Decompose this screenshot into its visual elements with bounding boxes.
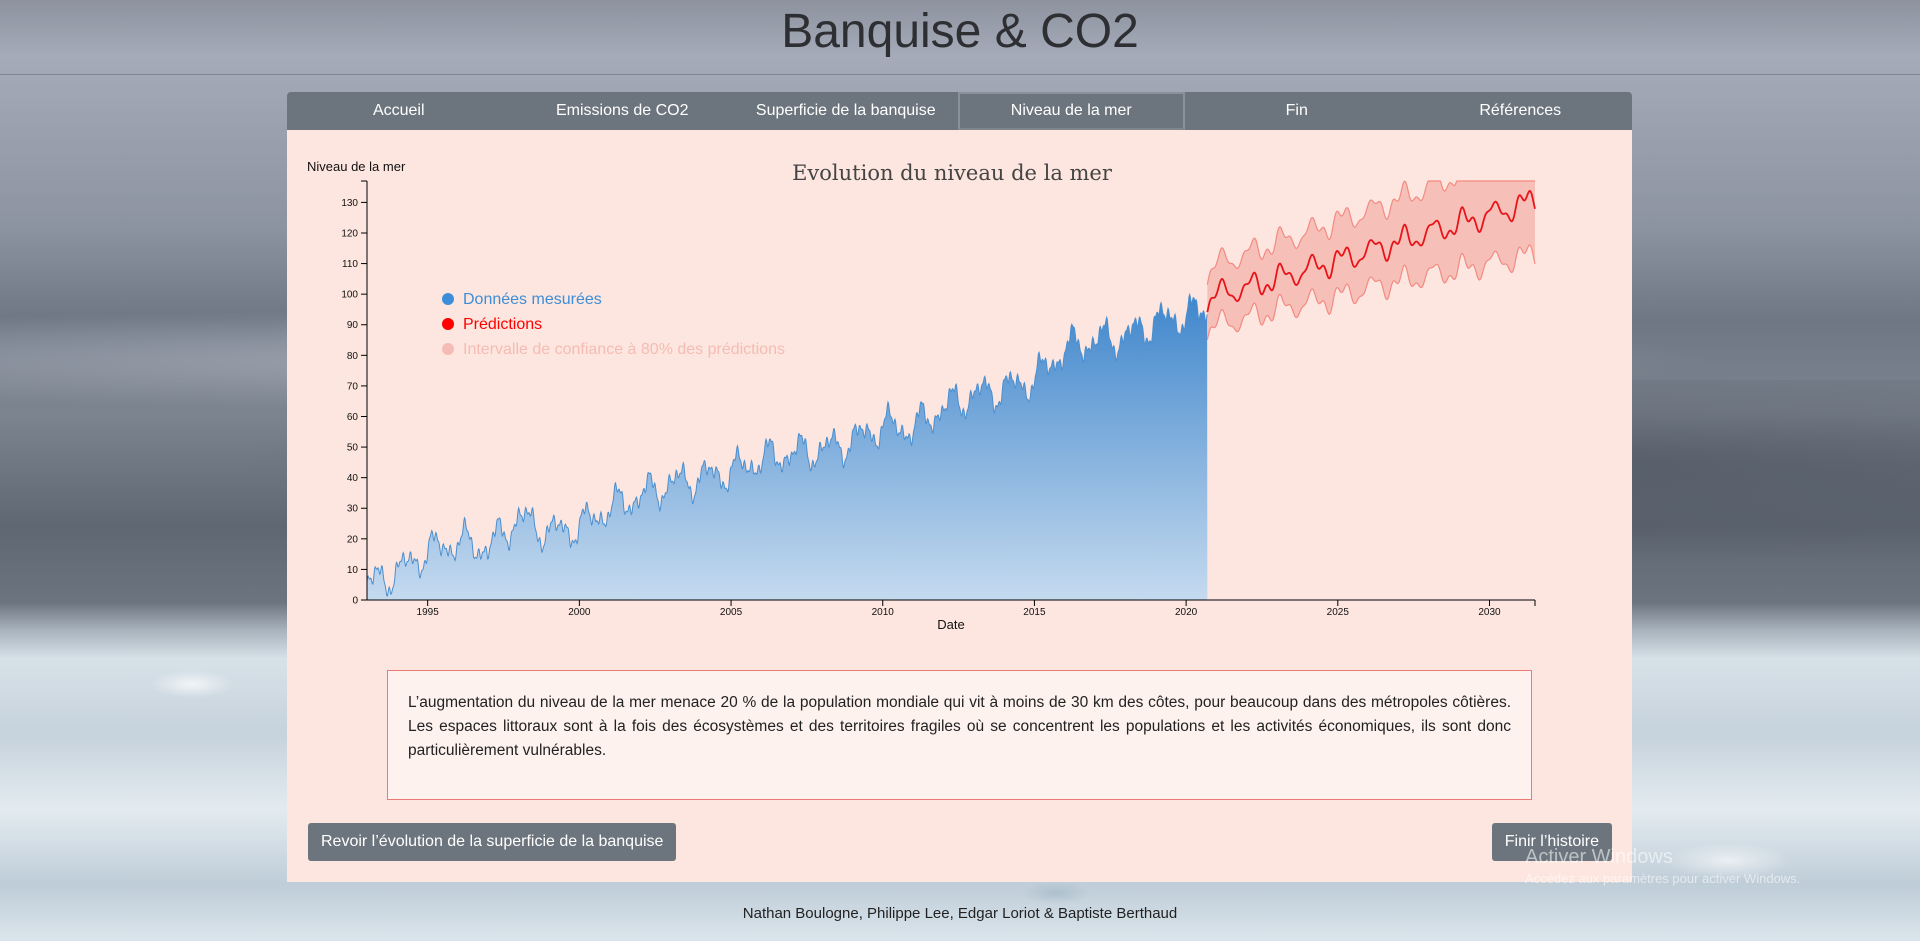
x-tick-label: 2020: [1175, 607, 1198, 618]
legend-label: Données mesurées: [463, 291, 602, 308]
x-tick-label: 1995: [417, 607, 440, 618]
nav-item-references[interactable]: Références: [1479, 102, 1562, 119]
y-tick-label: 50: [347, 443, 359, 454]
interval-upper-line: [1206, 180, 1535, 285]
legend-marker: [442, 318, 454, 330]
legend-label: Intervalle de confiance à 80% des prédic…: [463, 341, 785, 358]
y-tick-label: 30: [347, 504, 359, 515]
x-axis-label: Date: [937, 617, 964, 632]
nav-item-niveau-mer[interactable]: Niveau de la mer: [957, 92, 1185, 130]
footer-authors: Nathan Boulogne, Philippe Lee, Edgar Lor…: [742, 905, 1178, 922]
prediction-line: [1206, 189, 1536, 313]
nav-item-emissions[interactable]: Emissions de CO2: [556, 102, 689, 119]
y-axis-label: Niveau de la mer: [307, 159, 406, 174]
interval-lower-line: [1206, 244, 1536, 340]
nav-item-fin[interactable]: Fin: [1285, 102, 1308, 119]
x-tick-label: 2030: [1478, 607, 1501, 618]
y-tick-label: 60: [347, 412, 359, 423]
finir-histoire-button[interactable]: Finir l’histoire: [1491, 823, 1612, 861]
nav-item-accueil[interactable]: Accueil: [372, 102, 425, 119]
x-tick-label: 2010: [872, 607, 895, 618]
x-tick-label: 2005: [720, 607, 743, 618]
title-divider: [0, 74, 1920, 75]
revoir-superficie-button[interactable]: Revoir l’évolution de la superficie de l…: [308, 823, 677, 861]
y-tick-label: 80: [347, 351, 359, 362]
y-tick-label: 0: [352, 596, 358, 607]
y-tick-label: 40: [347, 473, 359, 484]
content-panel: 0 10 20 30 40 50 60 70 80 90 100 110 120 130 1995 2000 2…: [287, 130, 1632, 882]
site-title: Banquise & CO2: [781, 5, 1139, 58]
y-tick-label: 70: [347, 381, 359, 392]
x-tick-label: 2025: [1327, 607, 1350, 618]
measured-line: [366, 292, 1208, 597]
y-tick-label: 110: [342, 259, 358, 270]
main-nav: Accueil Emissions de CO2 Superficie de l…: [287, 92, 1632, 130]
y-tick-label: 20: [347, 534, 359, 545]
measured-area: [367, 294, 1208, 600]
info-box: L’augmentation du niveau de la mer menac…: [387, 670, 1532, 800]
y-tick-label: 10: [347, 565, 359, 576]
y-tick-label: 130: [341, 198, 358, 209]
y-tick-label: 120: [341, 228, 358, 239]
legend-marker: [442, 293, 454, 305]
y-tick-label: 100: [341, 290, 358, 301]
nav-item-superficie[interactable]: Superficie de la banquise: [755, 102, 936, 119]
info-text: L’augmentation du niveau de la mer menac…: [408, 694, 1511, 759]
confidence-interval-band: [1207, 181, 1535, 340]
y-tick-label: 90: [347, 320, 359, 331]
x-tick-label: 2015: [1023, 607, 1046, 618]
chart-title: Evolution du niveau de la mer: [792, 161, 1113, 185]
legend-marker: [442, 343, 454, 355]
legend-label: Prédictions: [463, 316, 542, 333]
x-tick-label: 2000: [568, 607, 591, 618]
